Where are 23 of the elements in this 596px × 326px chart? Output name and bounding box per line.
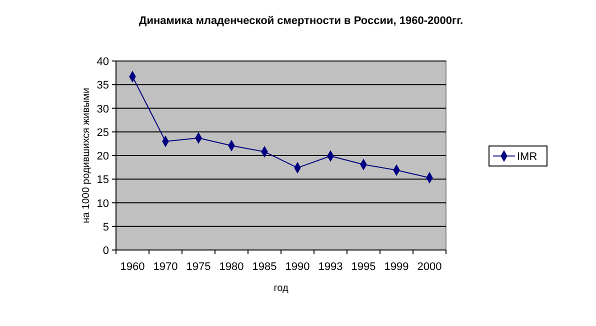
x-tick-label: 1970 xyxy=(153,261,178,273)
x-tick-label: 1985 xyxy=(252,261,277,273)
y-tick-label: 40 xyxy=(96,56,109,68)
y-tick-label: 15 xyxy=(96,174,109,186)
y-tick-label: 25 xyxy=(96,126,109,139)
y-tick-label: 20 xyxy=(96,150,109,162)
x-tick-label: 1995 xyxy=(351,261,376,273)
x-tick-label: 1990 xyxy=(285,261,310,273)
y-tick-label: 10 xyxy=(96,198,109,210)
x-tick-label: 1993 xyxy=(318,261,343,273)
x-tick-label: 1975 xyxy=(186,261,211,273)
x-tick-label: 1999 xyxy=(384,261,409,273)
x-axis-title: год xyxy=(274,283,288,294)
y-tick-label: 0 xyxy=(102,245,109,257)
chart-title: Динамика младенческой смертности в России, 1960-2000гг. xyxy=(138,15,464,27)
y-tick-label: 35 xyxy=(96,80,109,92)
x-tick-label: 2000 xyxy=(417,261,442,273)
y-tick-label: 5 xyxy=(102,221,109,234)
x-tick-label: 1980 xyxy=(219,261,244,273)
y-axis-title: на 1000 родившихся живыми xyxy=(81,88,92,224)
y-tick-label: 30 xyxy=(96,103,109,116)
legend-label: IMR xyxy=(517,151,538,163)
x-tick-label: 1960 xyxy=(120,261,145,273)
